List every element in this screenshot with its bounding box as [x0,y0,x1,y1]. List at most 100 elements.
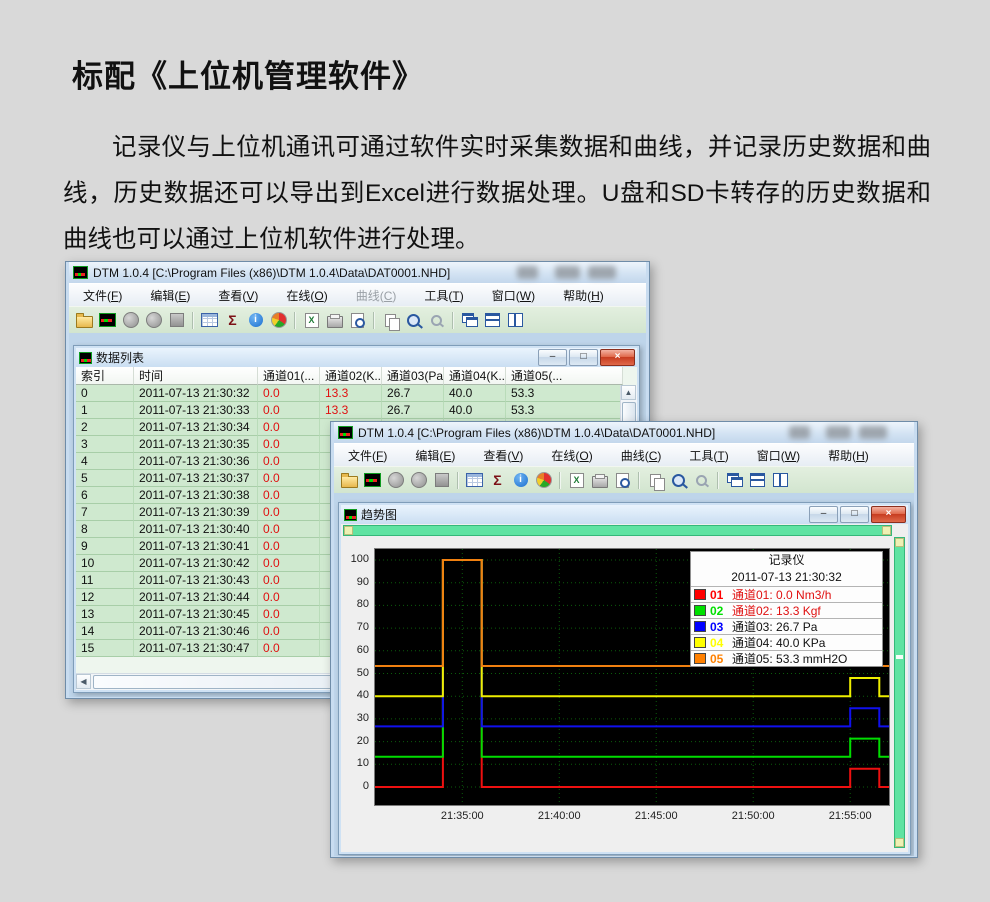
x-tick-label: 21:45:00 [634,810,678,822]
stop-icon[interactable] [431,470,452,491]
legend-channel-value: 通道03: 26.7 Pa [732,620,818,634]
window-buttons: – □ × [538,349,635,366]
menu-查看V[interactable]: 查看(V) [483,448,524,463]
legend-channel-value: 通道02: 13.3 Kgf [732,604,821,618]
sigma-icon[interactable]: Σ [487,470,508,491]
column-header[interactable]: 时间 [134,367,258,385]
menu-编辑E[interactable]: 编辑(E) [415,448,456,463]
close-button[interactable]: × [600,349,635,366]
menu-在线O[interactable]: 在线(O) [551,448,593,463]
print-icon[interactable] [324,310,345,331]
open-file-icon[interactable] [74,310,95,331]
pie-chart-icon[interactable] [533,470,554,491]
table-icon[interactable] [199,310,220,331]
trend-titlebar[interactable]: 趋势图 – □ × [341,505,908,524]
table-row[interactable]: 1 2011-07-13 21:30:33 0.0 13.3 26.7 40.0 53.3 [76,402,637,419]
legend-channel-id: 03 [710,619,724,634]
print-icon[interactable] [589,470,610,491]
toolbar-separator [452,311,454,329]
stop-icon[interactable] [166,310,187,331]
menu-窗口W[interactable]: 窗口(W) [491,288,536,303]
menu-查看V[interactable]: 查看(V) [218,288,259,303]
data-list-titlebar[interactable]: 数据列表 – □ × [76,348,637,367]
sigma-icon[interactable]: Σ [222,310,243,331]
info-icon[interactable]: i [245,310,266,331]
app-logo-icon[interactable] [97,310,118,331]
record2-icon[interactable] [143,310,164,331]
menu-编辑E[interactable]: 编辑(E) [150,288,191,303]
close-button[interactable]: × [871,506,906,523]
restore-button[interactable]: □ [569,349,598,366]
slider-cap[interactable] [882,526,891,535]
tile-horizontal-icon[interactable] [747,470,768,491]
menu-工具T[interactable]: 工具(T) [424,288,464,303]
slider-thumb[interactable] [896,655,903,660]
legend-color-chip [694,589,706,600]
column-header[interactable]: 通道05(... [506,367,623,385]
menu-在线O[interactable]: 在线(O) [286,288,328,303]
excel-export-icon[interactable]: X [566,470,587,491]
menu-曲线C[interactable]: 曲线(C) [355,288,397,303]
zoom-small-icon[interactable] [691,470,712,491]
column-header[interactable]: 通道04(K... [444,367,506,385]
print-icon [591,473,608,488]
trend-title: 趋势图 [361,508,398,522]
open-file-icon[interactable] [339,470,360,491]
cascade-windows-icon[interactable] [724,470,745,491]
column-header[interactable]: 索引 [76,367,134,385]
record2-icon[interactable] [408,470,429,491]
slider-cap[interactable] [344,526,353,535]
table-cell: 0.0 [258,402,320,419]
info-icon: i [248,313,263,327]
window-titlebar[interactable]: DTM 1.0.4 [C:\Program Files (x86)\DTM 1.… [334,422,914,443]
y-tick-label: 0 [362,780,369,792]
zoom-small-icon[interactable] [426,310,447,331]
scroll-left-button[interactable]: ◀ [76,674,91,689]
restore-button[interactable]: □ [840,506,869,523]
copy-icon[interactable] [645,470,666,491]
legend-color-chip [694,621,706,632]
excel-export-icon[interactable]: X [301,310,322,331]
zoom-icon[interactable] [668,470,689,491]
info-icon[interactable]: i [510,470,531,491]
tile-vertical-icon[interactable] [505,310,526,331]
chart-horizontal-slider[interactable] [343,525,892,536]
table-icon[interactable] [464,470,485,491]
copy-icon[interactable] [380,310,401,331]
scroll-up-button[interactable]: ▲ [621,385,636,400]
chart-vertical-slider[interactable] [894,537,905,848]
column-header[interactable]: 通道01(... [258,367,320,385]
zoom-icon [672,473,685,487]
tile-vertical-icon[interactable] [770,470,791,491]
menu-文件F[interactable]: 文件(F) [83,288,123,303]
table-cell: 11 [76,572,134,589]
tile-horizontal-icon[interactable] [482,310,503,331]
pie-chart-icon[interactable] [268,310,289,331]
print-preview-icon[interactable] [612,470,633,491]
cascade-windows-icon[interactable] [459,310,480,331]
table-cell: 2011-07-13 21:30:36 [134,453,258,470]
toolbar-separator [373,311,375,329]
slider-cap[interactable] [895,838,904,847]
menu-帮助H[interactable]: 帮助(H) [563,288,604,303]
table-cell: 0 [76,385,134,402]
window-titlebar[interactable]: DTM 1.0.4 [C:\Program Files (x86)\DTM 1.… [69,262,646,283]
minimize-button[interactable]: – [809,506,838,523]
menu-窗口W[interactable]: 窗口(W) [756,448,801,463]
app-logo-icon[interactable] [362,470,383,491]
zoom-icon[interactable] [403,310,424,331]
table-cell: 2 [76,419,134,436]
table-row[interactable]: 0 2011-07-13 21:30:32 0.0 13.3 26.7 40.0 53.3 [76,385,637,402]
menu-工具T[interactable]: 工具(T) [689,448,729,463]
minimize-button[interactable]: – [538,349,567,366]
menu-帮助H[interactable]: 帮助(H) [828,448,869,463]
column-header[interactable]: 通道03(Pa) [382,367,444,385]
column-header[interactable]: 通道02(K... [320,367,382,385]
record-icon[interactable] [385,470,406,491]
legend-color-chip [694,605,706,616]
print-preview-icon[interactable] [347,310,368,331]
menu-文件F[interactable]: 文件(F) [348,448,388,463]
menu-曲线C[interactable]: 曲线(C) [620,448,662,463]
slider-cap[interactable] [895,538,904,547]
record-icon[interactable] [120,310,141,331]
